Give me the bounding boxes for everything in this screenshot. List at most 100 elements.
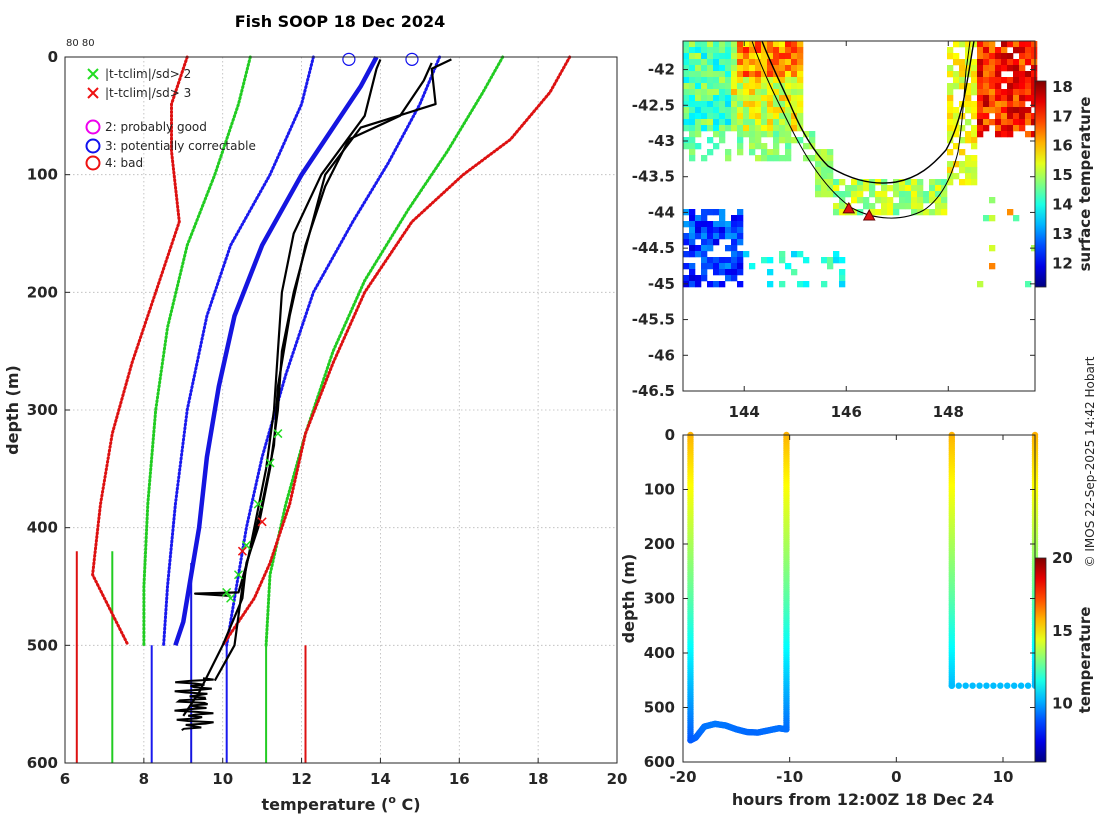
sst-cell	[731, 239, 738, 246]
sst-cell	[725, 47, 732, 54]
sst-cell	[707, 119, 714, 126]
sst-cell	[689, 281, 696, 288]
sst-cell	[683, 89, 690, 96]
sst-cell	[959, 179, 966, 186]
sst-cell	[1013, 95, 1020, 102]
sst-cell	[953, 113, 960, 120]
cast-bottom-scribble	[174, 677, 214, 731]
legend-label: |t-tclim|/sd> 2	[105, 67, 191, 81]
sst-cell	[785, 47, 792, 54]
sst-cell	[701, 257, 708, 264]
sst-cell	[797, 53, 804, 60]
sst-cell	[1007, 83, 1014, 90]
climatology-envelope-line	[162, 55, 315, 647]
sst-cell	[737, 263, 744, 270]
sst-cell	[977, 107, 984, 114]
sst-cell	[1001, 107, 1008, 114]
sst-cell	[1013, 89, 1020, 96]
ts-bottom-dot	[1011, 682, 1018, 689]
sst-cell	[785, 155, 792, 162]
sst-cell	[707, 71, 714, 78]
sst-cell	[773, 47, 780, 54]
sst-cell	[995, 47, 1002, 54]
sst-cell	[743, 107, 750, 114]
sst-cell	[773, 131, 780, 138]
sst-cell	[773, 65, 780, 72]
ts-bottom-dot	[782, 726, 790, 733]
sst-cell	[947, 107, 954, 114]
chart-title: Fish SOOP 18 Dec 2024	[235, 12, 445, 31]
sst-cell	[743, 59, 750, 66]
sst-cell	[995, 125, 1002, 132]
sst-cell	[977, 77, 984, 84]
sst-cell	[971, 107, 978, 114]
map-colorbar-tick-label: 18	[1052, 78, 1073, 96]
sst-cell	[803, 131, 810, 138]
sst-cell	[743, 119, 750, 126]
sst-cell	[719, 131, 726, 138]
sst-cell	[905, 179, 912, 186]
sst-cell	[881, 191, 888, 198]
sst-cell	[959, 71, 966, 78]
ts-bottom-dot	[997, 682, 1004, 689]
sst-cell	[971, 89, 978, 96]
sst-cell	[989, 47, 996, 54]
sst-cell	[695, 215, 702, 222]
sst-cell	[785, 137, 792, 144]
sst-cell	[791, 65, 798, 72]
sst-cell	[719, 107, 726, 114]
sst-cell	[779, 53, 786, 60]
sst-cell	[821, 257, 828, 264]
sst-cell	[743, 113, 750, 120]
sst-cell	[1007, 125, 1014, 132]
sst-cell	[791, 53, 798, 60]
sst-cell	[959, 77, 966, 84]
sst-cell	[1031, 131, 1038, 138]
sst-cell	[701, 215, 708, 222]
ts-y-tick-label: 200	[644, 535, 675, 553]
sst-cell	[995, 107, 1002, 114]
sst-cell	[953, 53, 960, 60]
sst-cell	[965, 107, 972, 114]
sst-cell	[983, 113, 990, 120]
sst-cell	[869, 191, 876, 198]
sst-cell	[1001, 89, 1008, 96]
sst-cell	[797, 65, 804, 72]
sst-cell	[1019, 41, 1026, 48]
sst-cell	[887, 209, 894, 216]
sst-cell	[791, 107, 798, 114]
sst-cell	[995, 83, 1002, 90]
sst-cell	[689, 239, 696, 246]
sst-cell	[713, 83, 720, 90]
sst-cell	[971, 179, 978, 186]
sst-cell	[797, 77, 804, 84]
sst-cell	[731, 113, 738, 120]
sst-cell	[683, 119, 690, 126]
sst-cell	[779, 119, 786, 126]
map-x-tick-label: 148	[933, 403, 964, 421]
sst-cell	[977, 95, 984, 102]
sst-cell	[911, 191, 918, 198]
sst-cell	[767, 149, 774, 156]
sst-cell	[689, 89, 696, 96]
map-y-tick-label: -46	[648, 346, 675, 364]
sst-cell	[773, 149, 780, 156]
sst-cell	[797, 41, 804, 48]
sst-cell	[929, 179, 936, 186]
sst-cell	[683, 47, 690, 54]
sst-cell	[971, 83, 978, 90]
sst-cell	[767, 41, 774, 48]
sst-cell	[977, 131, 984, 138]
sst-cell	[719, 281, 726, 288]
sst-cell	[719, 125, 726, 132]
sst-cell	[701, 59, 708, 66]
sst-cell	[743, 95, 750, 102]
sst-cell	[995, 131, 1002, 138]
sst-cell	[977, 119, 984, 126]
sst-cell	[683, 137, 690, 144]
sst-cell	[713, 47, 720, 54]
sst-cell	[689, 77, 696, 84]
sst-cell	[761, 155, 768, 162]
flag-sd2-marker	[241, 540, 251, 550]
sst-cell	[965, 173, 972, 180]
